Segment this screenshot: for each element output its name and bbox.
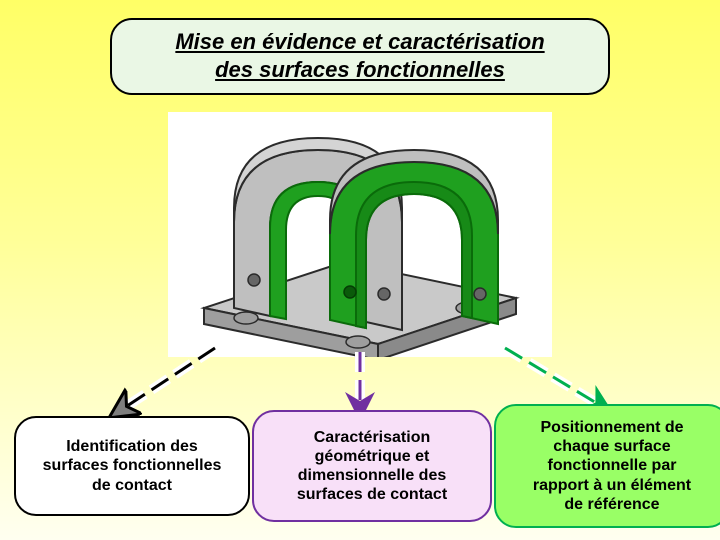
box-positionnement-line3: fonctionnelle par	[548, 457, 677, 474]
box-identification-line1: Identification des	[66, 438, 198, 455]
arrow-right	[505, 348, 598, 404]
box-positionnement-line4: rapport à un élément	[533, 477, 691, 494]
box-positionnement: Positionnement de chaque surface fonctio…	[494, 404, 720, 528]
box-positionnement-line2: chaque surface	[553, 438, 670, 455]
box-identification: Identification des surfaces fonctionnell…	[14, 416, 250, 516]
box-caracterisation-line1: Caractérisation	[314, 429, 431, 446]
box-identification-line2: surfaces fonctionnelles	[43, 457, 222, 474]
box-caracterisation-line4: surfaces de contact	[297, 486, 447, 503]
box-positionnement-line5: de référence	[564, 496, 659, 513]
box-caracterisation-line2: géométrique et	[315, 448, 430, 465]
arrow-left	[124, 348, 215, 408]
box-identification-line3: de contact	[92, 477, 172, 494]
box-caracterisation: Caractérisation géométrique et dimension…	[252, 410, 492, 522]
box-positionnement-line1: Positionnement de	[540, 419, 683, 436]
box-caracterisation-line3: dimensionnelle des	[298, 467, 446, 484]
slide: Mise en évidence et caractérisation des …	[0, 0, 720, 540]
